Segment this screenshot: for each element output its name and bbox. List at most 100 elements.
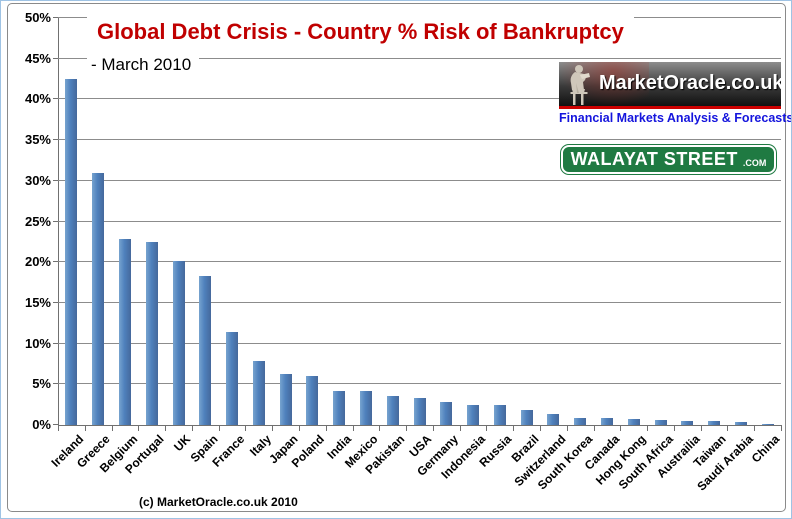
x-axis-tick [245,426,246,431]
plot-area [58,18,782,426]
walayat-street-suffix: .COM [742,157,767,168]
x-axis-tick [754,426,755,431]
y-axis-label: 40% [24,91,51,107]
x-axis-tick [219,426,220,431]
bar-indonesia [467,405,480,425]
x-axis-tick [326,426,327,431]
x-axis-tick [513,426,514,431]
bar-uk [172,261,185,425]
x-axis-tick [165,426,166,431]
x-axis-tick [192,426,193,431]
x-axis-tick [540,426,541,431]
x-axis-tick [647,426,648,431]
x-axis-tick [486,426,487,431]
x-axis-tick [406,426,407,431]
x-axis-tick [85,426,86,431]
y-axis-label: 50% [24,10,51,25]
x-axis-tick [674,426,675,431]
bar-spain [199,276,212,425]
x-axis-tick [299,426,300,431]
gridline-15% [58,301,781,303]
x-axis-tick [379,426,380,431]
y-axis-tick [53,57,58,59]
gridline-40% [58,98,781,100]
bar-germany [440,402,453,425]
bar-france [226,332,239,425]
bar-usa [413,398,426,425]
x-axis-tick [58,426,59,431]
y-axis-label: 30% [24,172,51,188]
x-axis-tick [727,426,728,431]
bar-mexico [359,391,372,425]
y-axis-label: 20% [24,254,51,270]
y-axis-label: 35% [24,132,51,148]
gridline-10% [58,342,781,344]
y-axis-tick [53,424,58,425]
market-oracle-tagline: Financial Markets Analysis & Forecasts [559,109,791,128]
y-axis-tick [53,17,58,18]
bar-austrailia [681,421,694,425]
y-axis-label: 0% [32,417,51,432]
x-axis-tick [460,426,461,431]
x-axis-tick [620,426,621,431]
x-axis-tick [112,426,113,431]
y-axis-label: 15% [24,294,51,310]
bar-taiwan [708,421,721,425]
y-axis-label: 25% [24,213,51,229]
bar-switzerland [547,414,560,425]
bar-ireland [65,79,78,425]
x-axis-tick [701,426,702,431]
bar-russia [493,405,506,425]
walayat-street-sign[interactable]: WALAYAT STREET .COM [561,145,776,174]
y-axis-tick [53,301,58,303]
gridline-30% [58,179,781,181]
x-axis-tick [781,426,782,431]
y-axis-tick [53,261,58,263]
bar-south-africa [654,420,667,425]
bar-italy [252,361,265,425]
y-axis-label: 5% [32,376,51,392]
gridline-25% [58,220,781,222]
bar-japan [279,374,292,425]
y-axis-tick [53,179,58,181]
bar-greece [92,173,105,425]
x-axis-tick [567,426,568,431]
market-oracle-wordmark: MarketOracle.co.uk [599,72,781,94]
chart-subtitle: - March 2010 [87,54,200,77]
x-axis-tick [353,426,354,431]
walayat-street-wordmark: WALAYAT STREET [570,149,738,169]
y-axis-tick [53,383,58,385]
bar-brazil [520,410,533,425]
y-axis-tick [53,139,58,141]
bar-belgium [118,239,131,425]
market-oracle-banner: MarketOracle.co.uk [559,62,781,106]
bar-india [333,391,346,425]
gridline-45% [58,57,781,59]
y-axis-tick [53,220,58,222]
market-oracle-logo[interactable]: MarketOracle.co.uk Financial Markets Ana… [559,62,791,128]
red-stripe [559,106,781,109]
y-axis-label: 45% [24,50,51,66]
bar-hong-kong [627,419,640,425]
bar-canada [600,418,613,425]
bar-portugal [145,242,158,425]
y-axis-label: 10% [24,335,51,351]
bar-pakistan [386,396,399,425]
gridline-35% [58,139,781,141]
gridline-20% [58,261,781,263]
x-axis-tick [138,426,139,431]
copyright-text: (c) MarketOracle.co.uk 2010 [139,495,298,509]
y-axis-tick [53,342,58,344]
x-axis-tick [272,426,273,431]
x-axis-tick [433,426,434,431]
y-axis-tick [53,98,58,100]
seated-oracle-statue-icon [570,65,590,105]
x-axis-tick [594,426,595,431]
gridline-5% [58,383,781,385]
bar-south-korea [574,418,587,425]
bar-china [761,424,774,425]
chart-title: Global Debt Crisis - Country % Risk of B… [87,16,634,49]
bar-saudi-arabia [734,422,747,425]
bar-poland [306,376,319,425]
